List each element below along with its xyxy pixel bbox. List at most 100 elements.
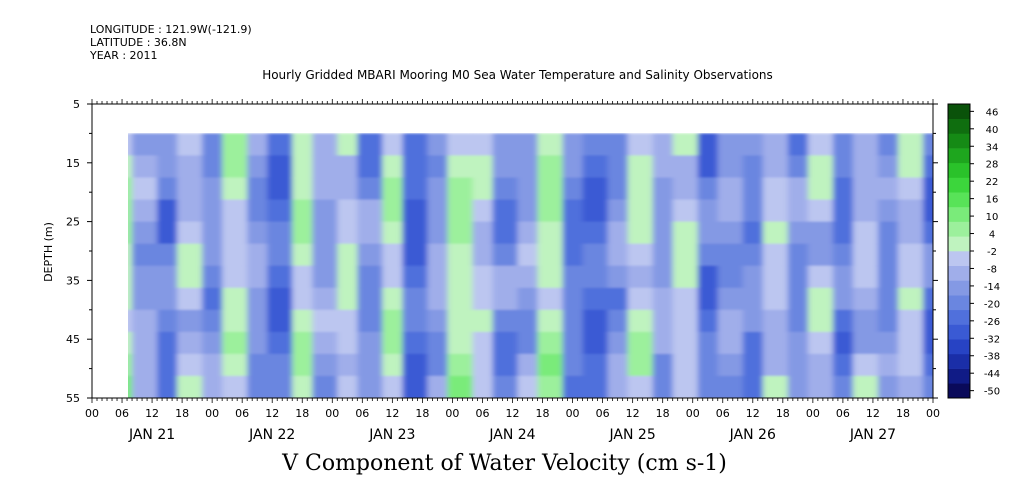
heatmap-cell [292, 331, 314, 355]
x-day-label: JAN 25 [609, 427, 656, 443]
heatmap-cell [717, 243, 745, 267]
heatmap-cell [202, 221, 224, 245]
y-tick-label: 25 [66, 216, 80, 229]
heatmap-cell [128, 199, 134, 223]
heatmap-cell [337, 331, 359, 355]
heatmap-cell [672, 177, 700, 201]
heatmap-cell [898, 177, 925, 201]
heatmap-cell [877, 133, 900, 157]
heatmap-cell [607, 375, 630, 398]
heatmap-cell [762, 265, 790, 289]
heatmap-cell [128, 177, 134, 201]
heatmap-cell [762, 133, 790, 157]
heatmap-cell [177, 133, 204, 157]
heatmap-cell [132, 265, 159, 289]
colorbar-swatch [948, 368, 970, 384]
heatmap-cell [807, 353, 835, 377]
heatmap-cell [652, 375, 675, 398]
heatmap-cell [128, 155, 134, 179]
heatmap-cell [627, 287, 655, 311]
colorbar-swatch [948, 295, 970, 311]
heatmap-cell [652, 133, 675, 157]
heatmap-cell [717, 133, 745, 157]
colorbar-swatch [948, 383, 970, 399]
heatmap-cell [832, 309, 855, 333]
heatmap-cell [222, 309, 249, 333]
heatmap-cell [337, 221, 359, 245]
heatmap-cell [697, 309, 720, 333]
heatmap-cell [337, 243, 359, 267]
heatmap-cell [177, 353, 204, 377]
colorbar-label: 4 [989, 230, 995, 241]
heatmap-cell [222, 221, 249, 245]
heatmap-cell [357, 265, 384, 289]
y-axis-label: DEPTH (m) [42, 222, 55, 282]
heatmap-cell [877, 199, 900, 223]
heatmap-cell [877, 155, 900, 179]
colorbar-swatch [948, 104, 970, 119]
heatmap-cell [562, 155, 585, 179]
heatmap-cell [607, 155, 630, 179]
heatmap-cell [202, 375, 224, 398]
heatmap-cell [128, 331, 134, 355]
heatmap-cell [607, 177, 630, 201]
x-hour-label: 00 [926, 407, 940, 420]
heatmap-cell [267, 177, 294, 201]
heatmap-cell [67, 133, 89, 156]
x-axis: 00 06 12 18 00 06 12 18 00 06 12 18 00 06 12 18 00 06 12 18… [85, 99, 940, 443]
heatmap-cell [717, 287, 745, 311]
heatmap-cell [472, 331, 494, 355]
heatmap-cell [267, 133, 294, 157]
heatmap-cell [717, 221, 745, 245]
heatmap-cell [312, 331, 339, 355]
heatmap-cell [697, 155, 720, 179]
heatmap-cell [0, 354, 23, 377]
heatmap-cell [672, 353, 700, 377]
heatmap-cell [807, 287, 835, 311]
heatmap-cell [517, 375, 539, 398]
heatmap-cell [807, 177, 835, 201]
heatmap-cell [247, 353, 269, 377]
colorbar-swatch [948, 177, 970, 193]
heatmap-cell [787, 353, 810, 377]
heatmap-cell [742, 331, 765, 355]
heatmap-cell [157, 353, 179, 377]
heatmap-cell [832, 375, 855, 398]
heatmap-cell [472, 221, 494, 245]
heatmap-cell [517, 155, 539, 179]
heatmap-cell [67, 354, 89, 377]
heatmap-cell [877, 243, 900, 267]
heatmap-cell [128, 133, 134, 157]
heatmap-cell [357, 375, 384, 398]
heatmap-cell [292, 243, 314, 267]
heatmap-cell [382, 331, 404, 355]
heatmap-cell [582, 177, 610, 201]
heatmap-cell [607, 221, 630, 245]
heatmap-cell [762, 155, 790, 179]
heatmap-cell [42, 155, 69, 178]
y-axis: 5 15 25 35 45 55 [66, 98, 938, 405]
heatmap-cell [627, 309, 655, 333]
heatmap-cell [382, 221, 404, 245]
heatmap-cell [247, 133, 269, 157]
heatmap-cell [292, 287, 314, 311]
heatmap-cell [247, 265, 269, 289]
heatmap-cell [247, 309, 269, 333]
x-day-label: JAN 26 [729, 427, 776, 443]
heatmap-cell [877, 221, 900, 245]
heatmap-cell [537, 155, 564, 179]
heatmap-cell [267, 353, 294, 377]
x-hour-label: 06 [355, 407, 369, 420]
heatmap-cell [697, 265, 720, 289]
heatmap-cell [202, 155, 224, 179]
heatmap-cell [128, 375, 134, 398]
heatmap-cell [132, 309, 159, 333]
x-hour-label: 00 [325, 407, 339, 420]
heatmap-cell [852, 243, 880, 267]
heatmap-cell [562, 375, 585, 398]
colorbar-swatch [948, 118, 970, 134]
heatmap-cell [357, 155, 384, 179]
heatmap-cell [492, 155, 519, 179]
heatmap-cell [447, 309, 474, 333]
heatmap-cell [42, 200, 69, 223]
